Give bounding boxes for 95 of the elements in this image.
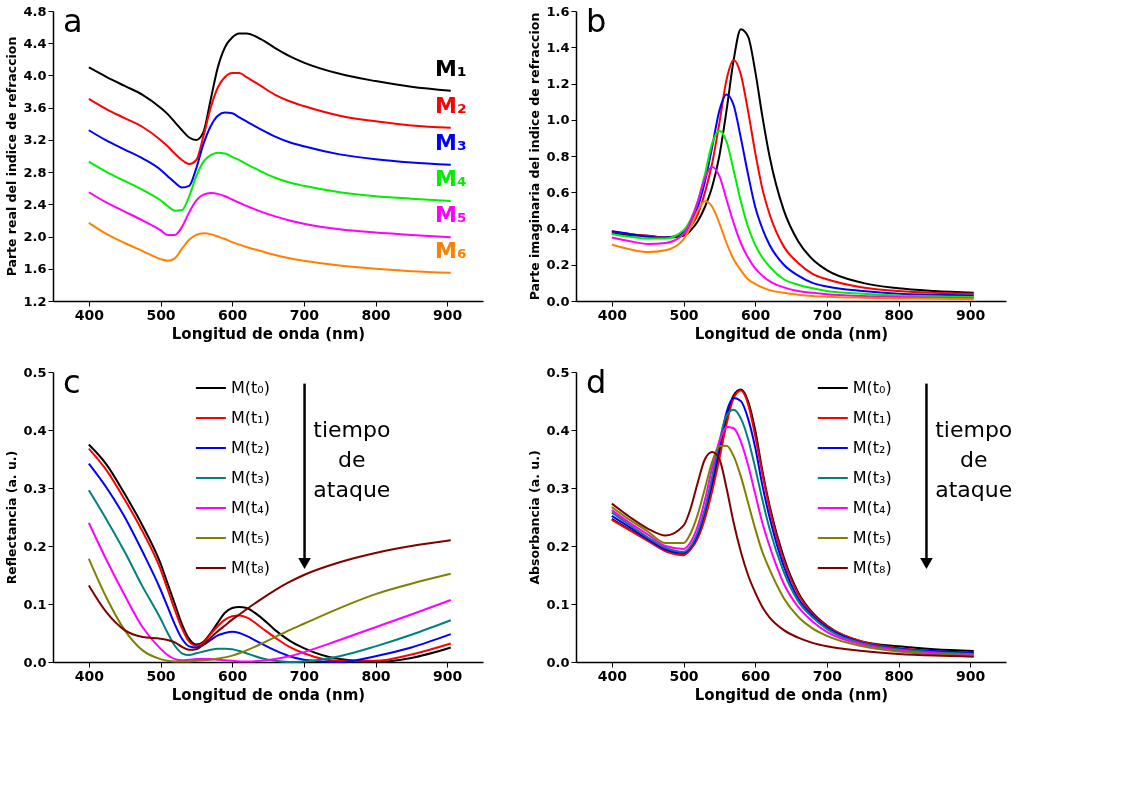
x-tick-label: 600: [741, 667, 771, 684]
annotation: tiempo de ataque: [935, 417, 1013, 502]
x-tick-label: 800: [884, 667, 914, 684]
x-tick-label: 600: [218, 306, 248, 323]
annotation: d: [586, 363, 607, 401]
y-tick-label: 0.4: [23, 422, 47, 438]
y-tick-label: 2.8: [23, 164, 47, 180]
y-tick-label: 1.2: [23, 293, 47, 309]
line-series: [87, 521, 452, 663]
x-tick-label: 400: [597, 306, 628, 323]
y-axis-title: Parte imaginaria del indice de refraccion: [527, 12, 543, 301]
x-tick-label: 400: [597, 667, 628, 684]
x-tick-label: 600: [741, 306, 771, 323]
x-tick-label: 400: [74, 667, 105, 684]
legend-label: M(t₂): [852, 438, 892, 457]
line-series: [610, 165, 975, 300]
y-tick-label: 0.8: [546, 148, 570, 164]
annotation: b: [586, 2, 607, 40]
legend-label: M(t₃): [230, 468, 270, 487]
series-label: M₄: [434, 166, 467, 192]
legend-label: M(t₀): [852, 378, 892, 397]
legend-label: M(t₀): [230, 378, 270, 397]
y-tick-label: 0.5: [23, 364, 47, 380]
y-tick-label: 1.4: [546, 39, 570, 55]
y-tick-label: 0.3: [23, 480, 47, 496]
y-tick-label: 4.8: [23, 3, 47, 19]
y-tick-label: 1.2: [546, 76, 570, 91]
annotation: c: [63, 363, 81, 401]
y-tick-label: 2.4: [23, 196, 47, 212]
line-series: [610, 93, 975, 297]
x-tick-label: 900: [433, 306, 463, 323]
y-tick-label: 0.2: [23, 538, 47, 554]
legend-label: M(t₄): [852, 498, 892, 517]
y-tick-label: 2.0: [23, 229, 47, 245]
annotation: a: [63, 2, 83, 40]
y-tick-label: 0.3: [546, 480, 570, 496]
x-tick-label: 900: [956, 667, 986, 684]
legend-label: M(t₄): [230, 498, 270, 517]
y-tick-label: 0.1: [546, 596, 570, 612]
y-tick-label: 1.0: [546, 112, 570, 128]
x-tick-label: 700: [289, 306, 320, 323]
legend-label: M(t₁): [852, 408, 892, 427]
line-series: [87, 557, 452, 663]
y-tick-label: 1.6: [546, 3, 570, 19]
series-label: M₅: [434, 202, 467, 228]
y-tick-label: 0.4: [546, 221, 570, 236]
series-label: M₆: [434, 237, 467, 263]
x-tick-label: 700: [812, 306, 843, 323]
x-tick-label: 600: [218, 667, 248, 684]
x-tick-label: 800: [884, 306, 914, 323]
x-tick-label: 800: [361, 667, 391, 684]
x-axis-title: Longitud de onda (nm): [694, 324, 889, 343]
legend-label: M(t₈): [852, 558, 892, 577]
x-tick-label: 500: [146, 667, 176, 684]
x-tick-label: 500: [669, 667, 699, 684]
series-label: M₂: [434, 92, 467, 118]
x-tick-label: 500: [669, 306, 699, 323]
y-tick-label: 0.0: [23, 654, 47, 670]
x-tick-label: 400: [74, 306, 105, 323]
series-label: M₃: [434, 129, 467, 155]
y-tick-label: 0.6: [546, 184, 570, 200]
x-tick-label: 800: [361, 306, 391, 323]
legend-label: M(t₅): [230, 528, 270, 547]
y-tick-label: 1.6: [23, 261, 47, 277]
y-tick-label: 4.0: [23, 67, 47, 83]
y-tick-label: 4.4: [23, 35, 47, 51]
y-tick-label: 0.0: [546, 654, 570, 670]
series-label: M₁: [434, 55, 467, 81]
y-tick-label: 0.2: [546, 257, 570, 273]
legend-label: M(t₂): [230, 438, 270, 457]
y-tick-label: 3.6: [23, 100, 47, 116]
annotation: tiempo de ataque: [313, 417, 391, 502]
x-tick-label: 700: [812, 667, 843, 684]
y-axis-title: Reflectancia (a. u.): [4, 450, 20, 585]
x-tick-label: 500: [146, 306, 176, 323]
x-tick-label: 900: [433, 667, 463, 684]
x-axis-title: Longitud de onda (nm): [694, 685, 889, 704]
y-axis-title: Parte real del indice de refraccion: [4, 36, 20, 277]
y-tick-label: 0.0: [546, 293, 570, 309]
y-tick-label: 0.2: [546, 538, 570, 554]
legend-label: M(t₈): [230, 558, 270, 577]
x-tick-label: 900: [956, 306, 986, 323]
y-tick-label: 0.4: [546, 422, 570, 438]
y-axis-title: Absorbancia (a. u.): [527, 450, 543, 585]
y-tick-label: 3.2: [23, 132, 47, 148]
legend-label: M(t₁): [230, 408, 270, 427]
y-tick-label: 0.1: [23, 596, 47, 612]
x-axis-title: Longitud de onda (nm): [171, 324, 366, 343]
x-axis-title: Longitud de onda (nm): [171, 685, 366, 704]
x-tick-label: 700: [289, 667, 320, 684]
line-series: [610, 129, 975, 299]
y-tick-label: 0.5: [546, 364, 570, 380]
line-series: [610, 200, 975, 301]
legend-label: M(t₃): [852, 468, 892, 487]
legend-label: M(t₅): [852, 528, 892, 547]
